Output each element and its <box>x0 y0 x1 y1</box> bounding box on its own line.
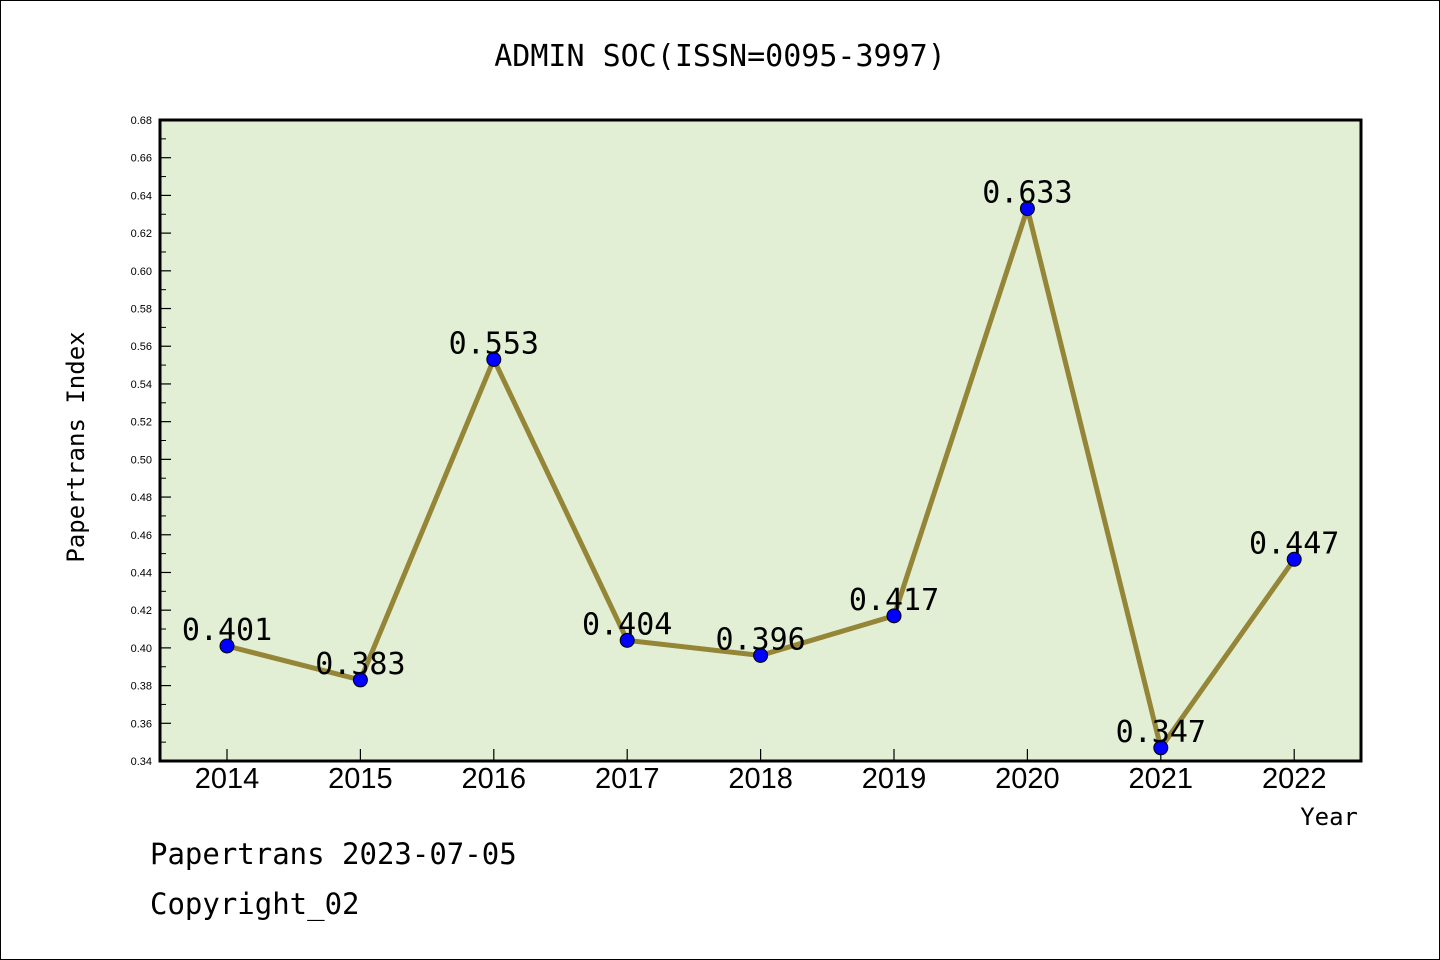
data-label: 0.347 <box>1116 715 1206 750</box>
y-tick-label: 0.36 <box>131 718 152 730</box>
data-label: 0.553 <box>449 326 539 361</box>
y-tick-label: 0.42 <box>131 605 152 617</box>
data-label: 0.396 <box>715 622 805 657</box>
data-point <box>886 608 902 624</box>
data-point <box>1286 551 1302 567</box>
data-label: 0.447 <box>1249 526 1339 561</box>
data-label: 0.383 <box>315 647 405 682</box>
y-tick-label: 0.60 <box>131 266 152 278</box>
footer-date: Papertrans 2023-07-05 <box>150 837 517 871</box>
y-axis: 0.34 0.36 0.38 0.40 0.42 0.44 0.46 0.48 0.50 0.52… <box>131 115 171 768</box>
y-tick-label: 0.62 <box>131 228 152 240</box>
data-point <box>486 351 502 367</box>
x-tick-label: 2018 <box>728 763 793 795</box>
y-tick-label: 0.66 <box>131 153 152 165</box>
y-tick-label: 0.40 <box>131 643 152 655</box>
x-tick-label: 2016 <box>462 763 527 795</box>
x-tick-label: 2019 <box>862 763 927 795</box>
y-tick-label: 0.68 <box>131 115 152 127</box>
x-tick-label: 2015 <box>328 763 393 795</box>
data-label: 0.401 <box>182 613 272 648</box>
y-tick-label: 0.44 <box>131 567 152 579</box>
y-tick-label: 0.38 <box>131 681 152 693</box>
data-point <box>753 647 769 663</box>
y-tick-label: 0.50 <box>131 454 152 466</box>
y-tick-label: 0.54 <box>131 379 152 391</box>
y-tick-label: 0.46 <box>131 530 152 542</box>
y-axis-label: Papertrans Index <box>62 331 90 562</box>
x-axis: 2014 2015 2016 2017 2018 2019 2020 2021 2022 <box>195 749 1327 795</box>
series: 0.401 0.383 0.553 0.404 0.396 0.417 0.633 0.347… <box>182 176 1339 756</box>
x-tick-label: 2022 <box>1262 763 1327 795</box>
data-point <box>1153 740 1169 756</box>
data-point <box>352 672 368 688</box>
y-tick-label: 0.34 <box>131 756 152 768</box>
data-label: 0.633 <box>982 176 1072 211</box>
x-tick-label: 2021 <box>1129 763 1194 795</box>
data-label: 0.404 <box>582 607 672 642</box>
y-tick-label: 0.48 <box>131 492 152 504</box>
x-axis-label: Year <box>1300 803 1358 831</box>
x-tick-label: 2014 <box>195 763 260 795</box>
chart-title: ADMIN SOC(ISSN=0095-3997) <box>494 39 946 74</box>
x-tick-label: 2020 <box>995 763 1060 795</box>
y-tick-label: 0.64 <box>131 190 152 202</box>
footer-copyright: Copyright_02 <box>150 887 360 922</box>
data-point <box>219 638 235 654</box>
data-point <box>619 632 635 648</box>
y-tick-label: 0.52 <box>131 417 152 429</box>
data-label: 0.417 <box>849 583 939 618</box>
y-tick-label: 0.58 <box>131 304 152 316</box>
y-tick-label: 0.56 <box>131 341 152 353</box>
x-tick-label: 2017 <box>595 763 660 795</box>
data-point <box>1019 201 1035 217</box>
